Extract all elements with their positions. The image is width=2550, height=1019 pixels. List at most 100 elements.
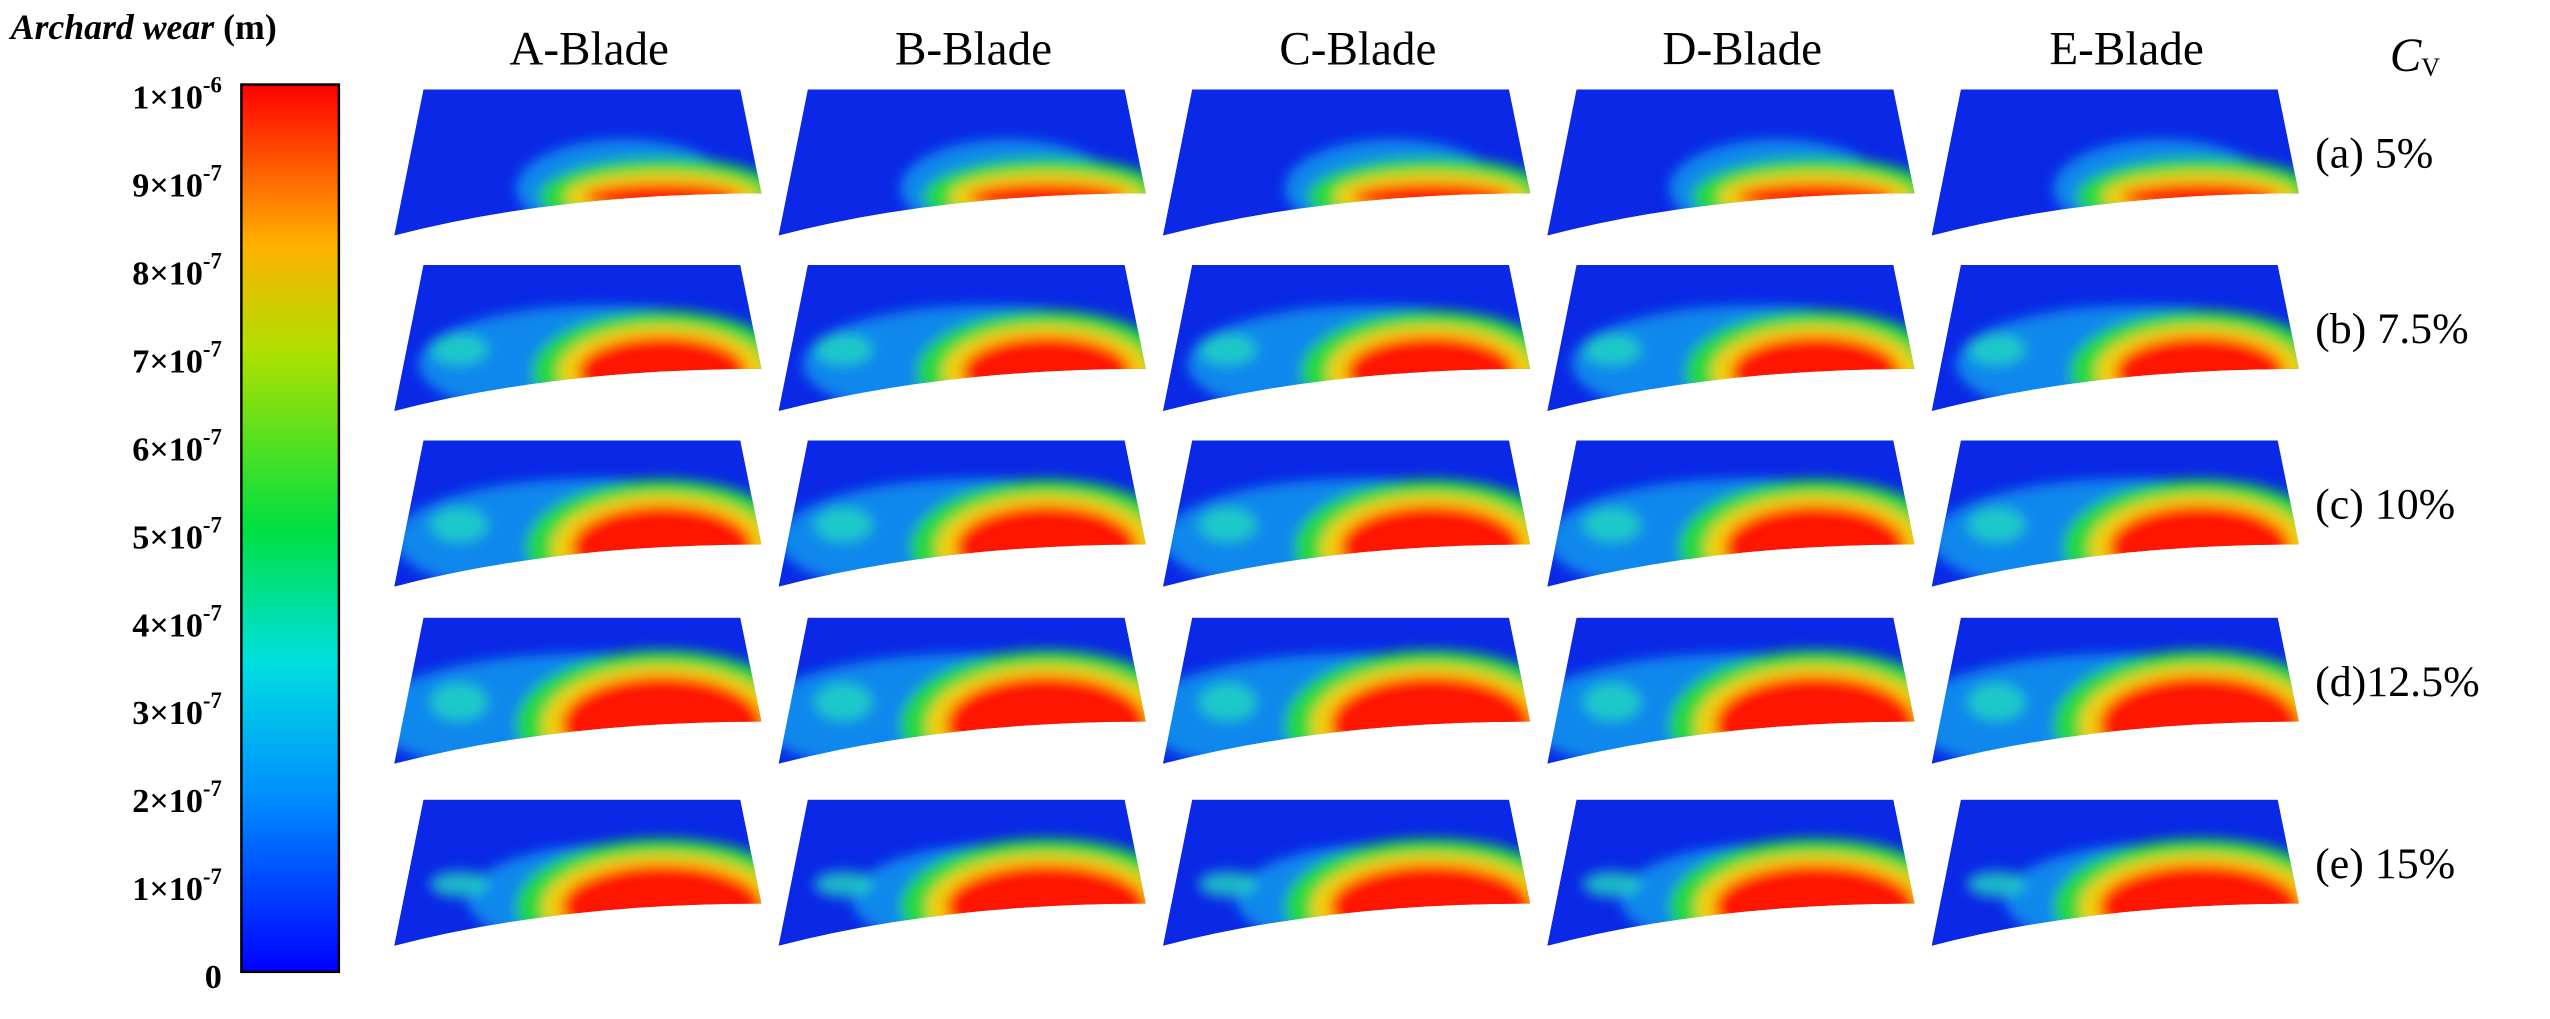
tick-base: 3×10 <box>132 695 203 732</box>
wear-red <box>955 505 1138 587</box>
tick-base: 1×10 <box>132 80 203 117</box>
tick-base: 4×10 <box>132 607 203 644</box>
blade-contour <box>778 617 1146 764</box>
wear-red <box>2115 336 2285 408</box>
wear-red <box>945 676 1146 764</box>
blade-contour <box>1931 617 2299 764</box>
wear-left <box>1582 682 1642 722</box>
blobs <box>778 650 1146 764</box>
tick-exponent: -7 <box>203 864 222 889</box>
column-header: E-Blade <box>2049 23 2203 75</box>
column-header: D-Blade <box>1662 23 1822 75</box>
blade-contour <box>778 799 1146 946</box>
blade-contour <box>394 440 762 587</box>
wear-left <box>1967 333 2026 366</box>
colorbar-tick-label: 9×10-7 <box>132 161 222 205</box>
row-label: (c) 10% <box>2315 481 2455 529</box>
blade-contour <box>1931 799 2299 946</box>
blobs <box>394 650 762 764</box>
blade-contour <box>1162 440 1531 587</box>
wear-red <box>1724 505 1907 587</box>
blobs <box>418 305 762 412</box>
wear-red <box>962 336 1132 408</box>
colorbar-tick-label: 4×10-7 <box>132 601 222 645</box>
blade-contour <box>1547 617 1915 764</box>
colorbar-tick-label: 7×10-7 <box>132 337 222 381</box>
blobs <box>1571 305 1915 412</box>
blade-contour <box>1547 799 1915 946</box>
blobs <box>1931 650 2299 764</box>
tick-base: 6×10 <box>132 431 203 468</box>
colorbar-tick-label: 5×10-7 <box>132 513 222 557</box>
blade-contour <box>394 799 762 946</box>
blobs <box>1547 650 1915 764</box>
blade-contour <box>394 264 762 412</box>
row-label: (d)12.5% <box>2315 658 2480 706</box>
wear-red <box>945 864 1146 946</box>
wear-red <box>1353 183 1510 210</box>
wear-red <box>561 864 762 946</box>
tick-exponent: -7 <box>203 513 222 538</box>
wear-red <box>2098 676 2299 764</box>
tick-exponent: -7 <box>203 688 222 713</box>
tick-exponent: -7 <box>203 425 222 450</box>
tick-base: 1×10 <box>132 871 203 908</box>
wear-left <box>1582 507 1642 543</box>
blobs <box>802 305 1146 412</box>
blade-contour <box>394 89 762 236</box>
wear-red <box>1714 676 1915 764</box>
blade-contour <box>1162 799 1531 946</box>
blobs <box>778 478 1146 587</box>
blobs <box>1162 650 1531 764</box>
blobs <box>1931 478 2299 587</box>
wear-left <box>429 333 489 366</box>
blobs <box>1162 478 1531 587</box>
tick-base: 0 <box>205 959 222 996</box>
blobs <box>394 478 762 587</box>
colorbar-title: Archard wear (m) <box>9 7 277 47</box>
wear-left <box>1967 871 2026 898</box>
wear-left <box>814 333 873 366</box>
blade-contour <box>1931 264 2299 412</box>
row-label: (b) 7.5% <box>2315 305 2469 353</box>
colorbar-tick-label: 3×10-7 <box>132 688 222 732</box>
blade-contour <box>1547 440 1915 587</box>
wear-left <box>1967 682 2026 722</box>
wear-red <box>584 183 741 210</box>
blade-contour <box>1931 440 2299 587</box>
column-header: A-Blade <box>509 23 669 75</box>
wear-red <box>968 183 1125 210</box>
wear-red <box>2121 183 2278 210</box>
colorbar <box>240 83 341 974</box>
blade-contour <box>1162 89 1531 236</box>
tick-base: 2×10 <box>132 783 203 820</box>
blade-contour <box>1931 89 2299 236</box>
colorbar-tick-label: 0 <box>205 959 222 996</box>
wear-red <box>571 505 754 587</box>
blobs <box>1955 305 2299 412</box>
wear-red <box>1330 864 1531 946</box>
colorbar-tick-label: 2×10-7 <box>132 776 222 820</box>
blobs <box>1547 478 1915 587</box>
blade-contour <box>1162 264 1531 412</box>
wear-red <box>2108 505 2291 587</box>
row-header: CV <box>2390 30 2440 82</box>
wear-left <box>814 507 873 543</box>
wear-red <box>1330 676 1531 764</box>
tick-base: 8×10 <box>132 255 203 292</box>
wear-red <box>2098 864 2299 946</box>
wear-left <box>1198 871 1258 898</box>
wear-red <box>1346 336 1516 408</box>
wear-left <box>1198 333 1258 366</box>
tick-exponent: -6 <box>203 73 222 98</box>
blade-contour <box>778 440 1146 587</box>
wear-left <box>1582 871 1642 898</box>
tick-exponent: -7 <box>203 601 222 626</box>
wear-red <box>561 676 762 764</box>
blade-contour <box>394 617 762 764</box>
blade-contour <box>1547 264 1915 412</box>
tick-base: 9×10 <box>132 168 203 205</box>
blade-contour <box>1547 89 1915 236</box>
tick-base: 5×10 <box>132 519 203 556</box>
